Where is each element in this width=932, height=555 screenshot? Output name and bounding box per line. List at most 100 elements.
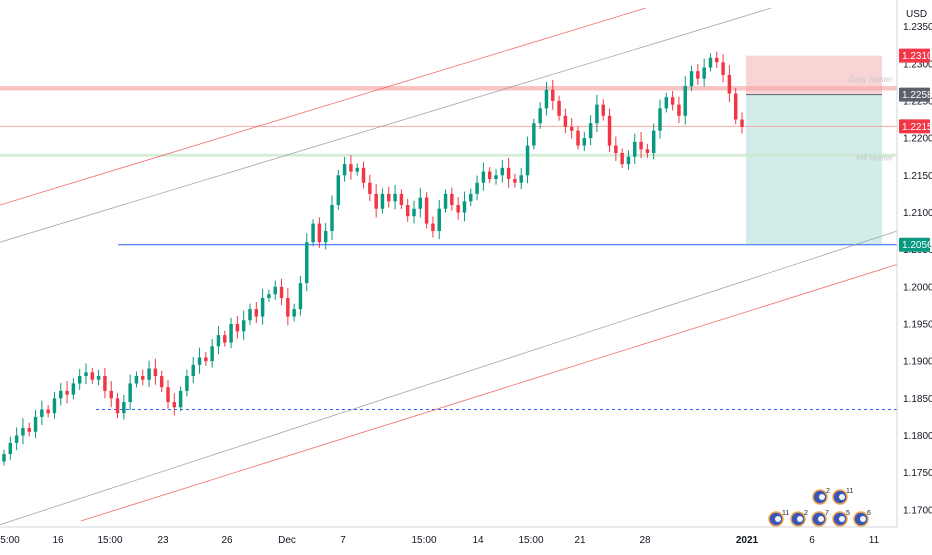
candle[interactable] [216,335,221,347]
candle[interactable] [8,442,13,455]
candle[interactable] [689,71,694,87]
candle[interactable] [178,390,183,408]
candle[interactable] [2,454,6,462]
candle[interactable] [71,383,76,395]
candle[interactable] [153,368,158,377]
candle[interactable] [122,402,126,414]
candle[interactable] [235,323,240,332]
channel-line[interactable] [0,7,772,243]
candle[interactable] [532,123,536,146]
candle[interactable] [563,115,568,127]
candle[interactable] [393,193,397,202]
channel-line[interactable] [80,264,898,522]
candle[interactable] [374,193,378,209]
candle[interactable] [229,323,233,343]
candle[interactable] [569,126,574,131]
candle[interactable] [620,152,624,165]
candle[interactable] [14,435,19,443]
candle[interactable] [506,167,511,179]
candle[interactable] [109,390,113,399]
candle[interactable] [361,167,366,183]
candle[interactable] [40,409,44,417]
candle[interactable] [733,93,738,120]
candle[interactable] [210,346,214,362]
channel-line[interactable] [0,7,646,206]
candle[interactable] [185,376,189,391]
candle[interactable] [191,364,195,377]
candle[interactable] [633,141,637,157]
candle[interactable] [33,416,38,432]
candle[interactable] [65,390,69,395]
candle[interactable] [84,372,88,377]
candle[interactable] [241,320,246,332]
event-icon[interactable]: 7 [811,510,829,527]
candle[interactable] [462,201,467,213]
zone-band[interactable] [0,86,897,91]
candle[interactable] [658,108,662,131]
candle[interactable] [513,179,517,183]
candle[interactable] [544,89,549,109]
event-icon[interactable]: 11 [768,510,789,527]
candle[interactable] [330,205,334,232]
candle[interactable] [431,223,435,232]
candle[interactable] [607,115,612,146]
candle[interactable] [286,297,290,317]
candle[interactable] [715,57,719,63]
candle[interactable] [538,108,542,124]
candle[interactable] [677,104,681,116]
candle[interactable] [342,164,347,176]
candle[interactable] [418,197,423,209]
candle[interactable] [708,57,713,68]
candle[interactable] [349,164,353,172]
candle[interactable] [204,357,208,362]
candle[interactable] [481,171,486,183]
event-icon[interactable]: 2 [790,510,808,527]
candle[interactable] [46,409,50,414]
candle[interactable] [702,67,706,79]
candle[interactable] [317,223,322,243]
candle[interactable] [405,205,410,217]
event-icon[interactable]: 2 [812,488,830,505]
candle[interactable] [279,286,284,298]
candle[interactable] [424,197,429,224]
candle[interactable] [254,309,259,317]
candle[interactable] [59,390,63,399]
candle[interactable] [588,123,593,139]
channel-line[interactable] [0,230,898,526]
candle[interactable] [52,398,57,414]
candle[interactable] [494,175,498,179]
candle[interactable] [683,86,687,116]
candle[interactable] [323,231,328,243]
candle[interactable] [223,335,227,343]
candle[interactable] [128,383,132,403]
candle[interactable] [614,145,618,153]
candle[interactable] [721,62,725,75]
candle[interactable] [115,398,120,414]
candle[interactable] [197,357,202,365]
candle[interactable] [90,372,95,380]
candle[interactable] [336,175,341,206]
event-icon[interactable]: 5 [832,510,850,527]
candle[interactable] [696,71,700,79]
candle[interactable] [134,376,139,384]
event-icon[interactable]: 11 [832,488,853,505]
candle[interactable] [27,428,31,432]
candle[interactable] [267,294,271,298]
candle[interactable] [500,167,505,176]
candle[interactable] [437,208,441,232]
candle[interactable] [469,193,473,202]
candle[interactable] [487,171,492,179]
event-icon[interactable]: 6 [853,510,871,527]
candle[interactable] [21,428,25,436]
candle[interactable] [740,119,744,127]
candle[interactable] [368,182,372,194]
candle[interactable] [576,130,580,146]
candle[interactable] [147,368,151,380]
candle[interactable] [380,193,385,209]
candle[interactable] [399,193,404,206]
candle[interactable] [260,297,265,317]
candle[interactable] [103,376,107,391]
candle[interactable] [387,193,391,202]
candle[interactable] [639,141,643,150]
